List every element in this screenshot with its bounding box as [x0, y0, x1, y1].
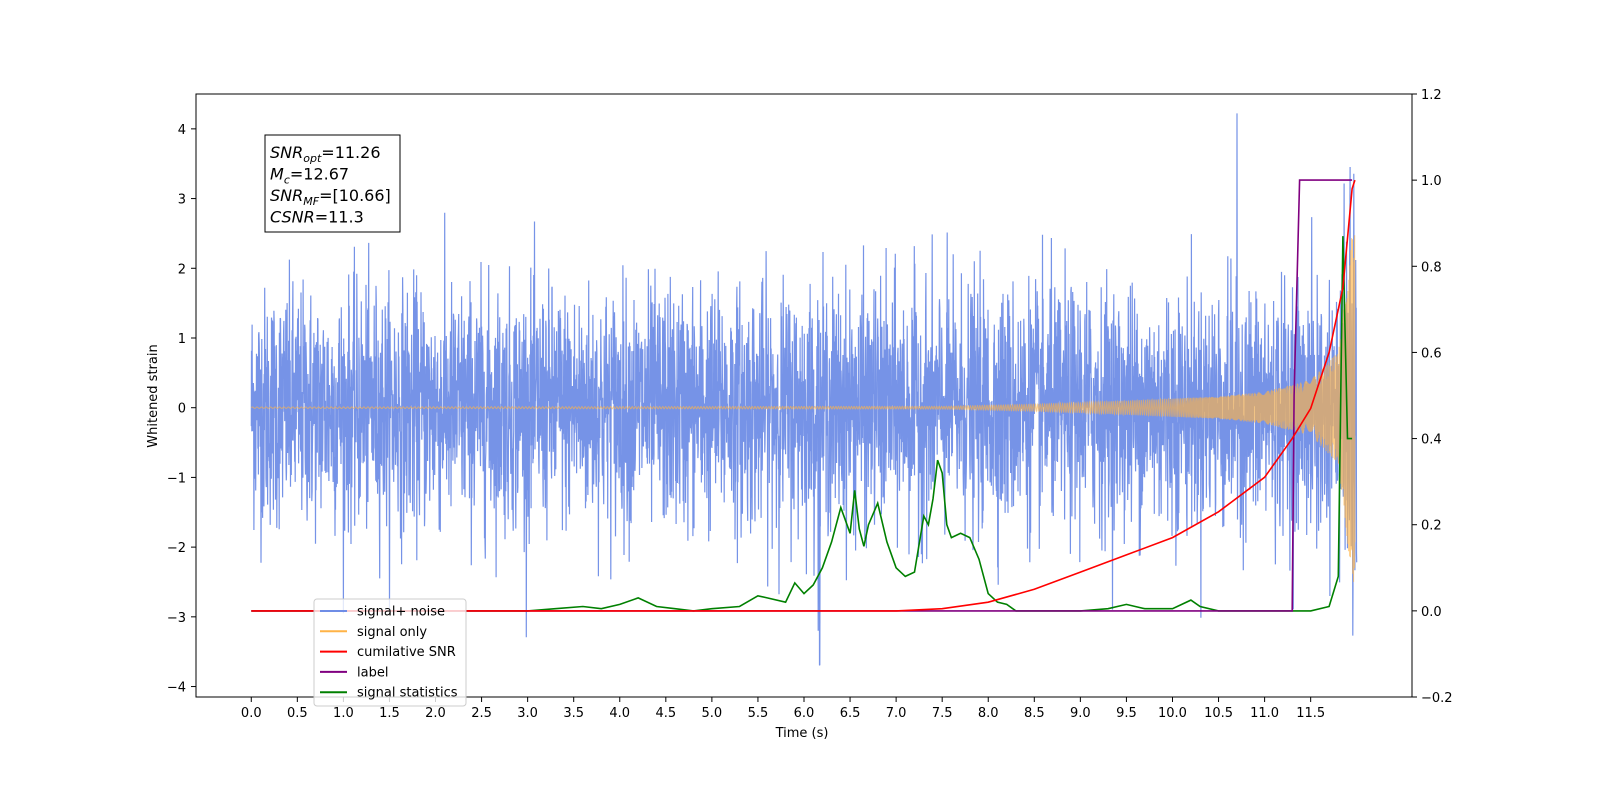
- y-tick-label: 2: [178, 262, 186, 277]
- y-axis-right: 1.2 1.0 0.8 0.6 0.4 0.2 0.0 −0.2: [1412, 88, 1453, 706]
- y-tick-label: −1: [167, 471, 186, 486]
- legend: signal+ noise signal only cumilative SNR la…: [313, 598, 467, 707]
- y2-tick-label: 0.2: [1421, 519, 1442, 534]
- y-tick-label: 0: [178, 402, 186, 417]
- y-axis-label: Whitened strain: [146, 344, 161, 447]
- x-tick-label: 5.5: [748, 706, 769, 721]
- y-tick-label: −3: [167, 611, 186, 626]
- y-axis-left: 4 3 2 1 0 −1 −2 −3 −4: [167, 123, 196, 696]
- series-line-signal-statistics: [251, 236, 1353, 612]
- x-tick-label: 9.0: [1070, 706, 1091, 721]
- legend-frame: [313, 598, 467, 707]
- y-tick-label: −2: [167, 541, 186, 556]
- x-tick-label: 1.0: [333, 706, 354, 721]
- y2-tick-label: 0.4: [1421, 433, 1442, 448]
- x-tick-label: 8.5: [1024, 706, 1045, 721]
- legend-label: cumilative SNR: [357, 645, 456, 660]
- legend-label: label: [357, 665, 388, 680]
- series-signal-noise: [250, 113, 1358, 666]
- x-tick-label: 0.0: [241, 706, 262, 721]
- stats-line: Mc=12.67: [270, 165, 349, 187]
- x-tick-label: 10.5: [1204, 706, 1233, 721]
- x-tick-label: 0.5: [287, 706, 308, 721]
- x-tick-label: 9.5: [1116, 706, 1137, 721]
- y2-tick-label: 1.2: [1421, 88, 1442, 103]
- x-tick-label: 7.0: [886, 706, 907, 721]
- stats-box: SNRopt=11.26Mc=12.67SNRMF=[10.66]CSNR=11…: [264, 134, 401, 233]
- x-tick-label: 7.5: [932, 706, 953, 721]
- x-axis-label: Time (s): [775, 726, 829, 741]
- x-tick-label: 2.0: [425, 706, 446, 721]
- series-line-label: [251, 179, 1353, 612]
- legend-label: signal only: [357, 625, 427, 640]
- series-line-signal-noise: [250, 113, 1358, 666]
- y-tick-label: 3: [178, 193, 186, 208]
- x-tick-label: 8.0: [978, 706, 999, 721]
- right-axis-series: [251, 179, 1356, 612]
- series-line-cumulative-snr: [251, 179, 1356, 612]
- stats-line: CSNR=11.3: [270, 208, 364, 227]
- legend-label: signal+ noise: [357, 605, 445, 620]
- x-tick-label: 4.5: [655, 706, 676, 721]
- y2-tick-label: 0.6: [1421, 346, 1442, 361]
- x-tick-label: 1.5: [379, 706, 400, 721]
- series-signal-only: [250, 235, 1356, 582]
- plot-area: [250, 113, 1358, 666]
- x-tick-label: 10.0: [1158, 706, 1187, 721]
- x-axis: 0.0 0.5 1.0 1.5 2.0 2.5 3.0 3.5 4.0 4.5 5.0 5.5 6.0 6…: [241, 697, 1325, 721]
- y-tick-label: 1: [178, 332, 186, 347]
- x-tick-label: 3.5: [563, 706, 584, 721]
- x-tick-label: 11.0: [1250, 706, 1279, 721]
- x-tick-label: 2.5: [471, 706, 492, 721]
- x-tick-label: 3.0: [517, 706, 538, 721]
- y-tick-label: 4: [178, 123, 186, 138]
- y2-tick-label: 1.0: [1421, 174, 1442, 189]
- stats-line: SNRMF=[10.66]: [270, 186, 391, 208]
- x-tick-label: 6.5: [840, 706, 861, 721]
- x-tick-label: 6.0: [794, 706, 815, 721]
- legend-label: signal statistics: [357, 686, 458, 701]
- series-line-signal-only: [250, 235, 1356, 582]
- stats-box-frame: [264, 134, 401, 233]
- y2-tick-label: 0.0: [1421, 605, 1442, 620]
- x-tick-label: 11.5: [1296, 706, 1325, 721]
- stats-line: SNRopt=11.26: [270, 143, 381, 165]
- y2-tick-label: 0.8: [1421, 260, 1442, 275]
- y-tick-label: −4: [167, 681, 186, 696]
- x-tick-label: 5.0: [702, 706, 723, 721]
- y2-tick-label: −0.2: [1421, 691, 1453, 706]
- x-tick-label: 4.0: [609, 706, 630, 721]
